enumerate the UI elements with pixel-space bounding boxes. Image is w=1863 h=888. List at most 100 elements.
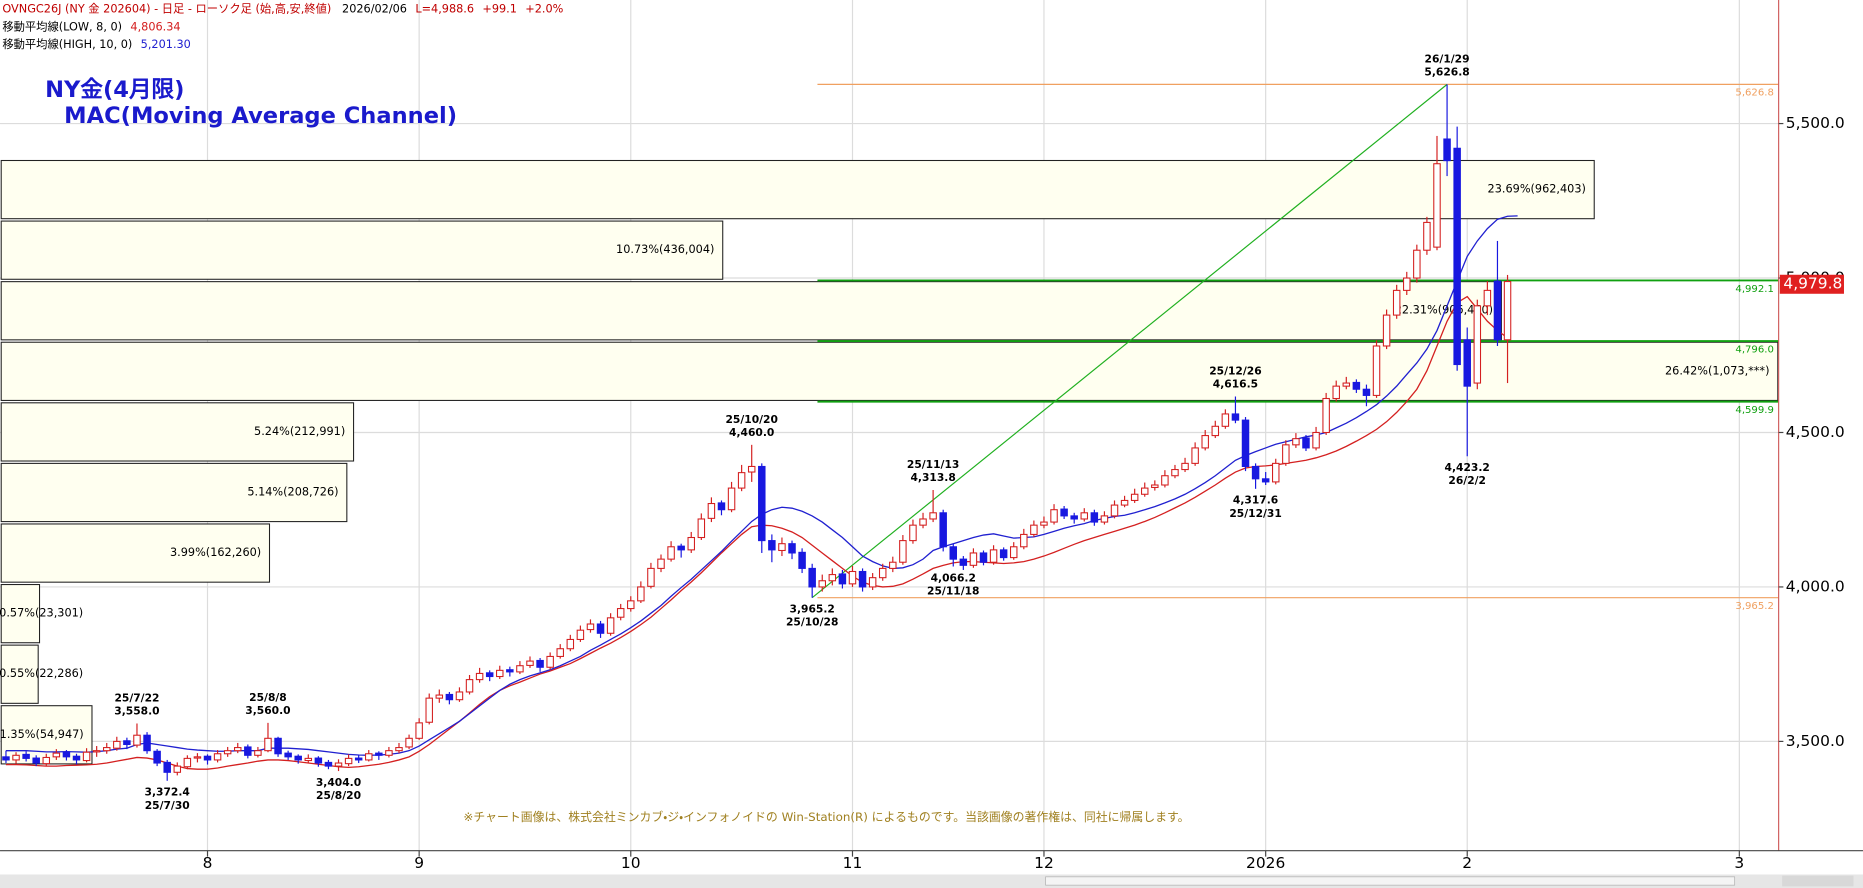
profile-label: 26.42%(1,073,***) [1665, 364, 1769, 377]
candle-body [596, 623, 605, 634]
header-change: +99.1 [482, 3, 517, 16]
candle-body [1009, 546, 1018, 559]
profile-bar [0, 159, 1595, 220]
candle-body [637, 586, 645, 602]
candle-body [707, 502, 716, 519]
candle-body [123, 740, 131, 746]
candle-body [576, 629, 585, 640]
copyright-note: ※チャート画像は、株式会社ミンカブ・ジ・インフォノイドの Win-Station… [463, 810, 1189, 824]
candle-body [415, 722, 423, 739]
x-tick-label: 9 [414, 854, 424, 872]
candle-body [1140, 487, 1149, 495]
candle-body [526, 660, 534, 666]
candle-body [294, 755, 302, 761]
profile-label: 10.73%(436,004) [616, 243, 714, 256]
profile-label: 22.31%(906,440) [1395, 304, 1493, 317]
candle-body [1312, 431, 1320, 449]
candle-body [92, 750, 101, 753]
candle-body [1453, 147, 1461, 366]
annotation-date: 26/1/29 [1425, 52, 1470, 65]
y-tick-label: 4,000.0 [1786, 577, 1845, 595]
candle-body [42, 756, 51, 765]
candle-body [163, 761, 171, 773]
candle-body [858, 570, 867, 588]
candle-body [737, 472, 746, 489]
profile-bar [0, 341, 1779, 401]
candle-body [1413, 249, 1421, 279]
candle-body [949, 546, 958, 560]
candle-body [1392, 289, 1401, 316]
price-tag [1779, 274, 1844, 294]
candle-body [304, 757, 313, 762]
candle-body [113, 740, 121, 749]
candle-body [606, 617, 615, 634]
x-tick-label: 2026 [1246, 854, 1285, 872]
candle-body [1191, 447, 1199, 464]
candle-body [385, 750, 393, 756]
zoom-control[interactable] [1782, 875, 1854, 887]
candle-body [1463, 339, 1471, 387]
candle-body [1473, 305, 1482, 384]
candle-body [52, 752, 61, 758]
candle-body [1382, 314, 1391, 347]
candle-body [1231, 413, 1240, 421]
x-axis-band [0, 850, 1863, 875]
annotation-date: 25/11/13 [907, 458, 959, 471]
candle-body [909, 524, 917, 542]
candle-body [1302, 437, 1310, 449]
candle-body [1493, 280, 1502, 341]
candle-body [868, 577, 877, 588]
candle-body [284, 752, 292, 758]
annotation-value: 3,558.0 [114, 705, 159, 718]
annotation-date: 25/7/22 [114, 692, 159, 705]
x-tick-label: 11 [843, 854, 863, 872]
candle-body [929, 512, 937, 520]
candle-body [808, 567, 816, 588]
header-line: OVNGC26J (NY 金 202604) - 日足 - ローソク足 (始,高… [2, 2, 563, 16]
candle-body [536, 659, 544, 668]
candle-body [183, 757, 192, 768]
x-tick-label: 8 [203, 854, 213, 872]
legend-value: 4,806.34 [130, 20, 180, 33]
candle-body [435, 694, 444, 699]
candle-body [455, 691, 464, 701]
candle-body [899, 540, 907, 563]
annotation-date: 25/8/20 [316, 789, 361, 802]
annotation-value: 4,066.2 [931, 571, 976, 584]
candle-body [62, 751, 71, 758]
scrollbar-thumb[interactable] [1045, 876, 1736, 886]
candle-body [1342, 382, 1351, 387]
annotation-value: 3,560.0 [245, 704, 290, 717]
candle-body [193, 756, 202, 759]
profile-bar [0, 523, 271, 583]
candle-body [223, 750, 232, 755]
candle-body [878, 567, 887, 579]
candle-body [818, 580, 826, 588]
candle-body [1251, 465, 1260, 480]
candle-body [516, 665, 524, 673]
candle-body [1100, 515, 1109, 523]
header-change-pct: +2.0% [525, 3, 563, 16]
candle-body [959, 558, 968, 566]
annotation-date: 25/10/20 [725, 413, 777, 426]
candle-body [1181, 462, 1189, 471]
candle-body [1040, 521, 1048, 526]
profile-bar [0, 281, 1502, 341]
candle-body [1352, 381, 1361, 390]
x-tick-label: 2 [1462, 854, 1472, 872]
candle-body [334, 762, 343, 767]
candle-body [788, 543, 796, 554]
profile-label: 0.57%(23,301) [0, 607, 83, 620]
profile-bar [0, 644, 39, 704]
candle-body [82, 751, 91, 762]
candle-body [747, 465, 756, 473]
candle-body [979, 552, 988, 563]
profile-label: 5.24%(212,991) [254, 425, 345, 438]
candle-body [1483, 289, 1492, 307]
profile-label: 5.14%(208,726) [247, 485, 338, 498]
profile-label: 1.35%(54,947) [0, 728, 84, 741]
candle-body [354, 757, 363, 761]
candle-body [1120, 499, 1129, 506]
candle-body [889, 561, 897, 569]
